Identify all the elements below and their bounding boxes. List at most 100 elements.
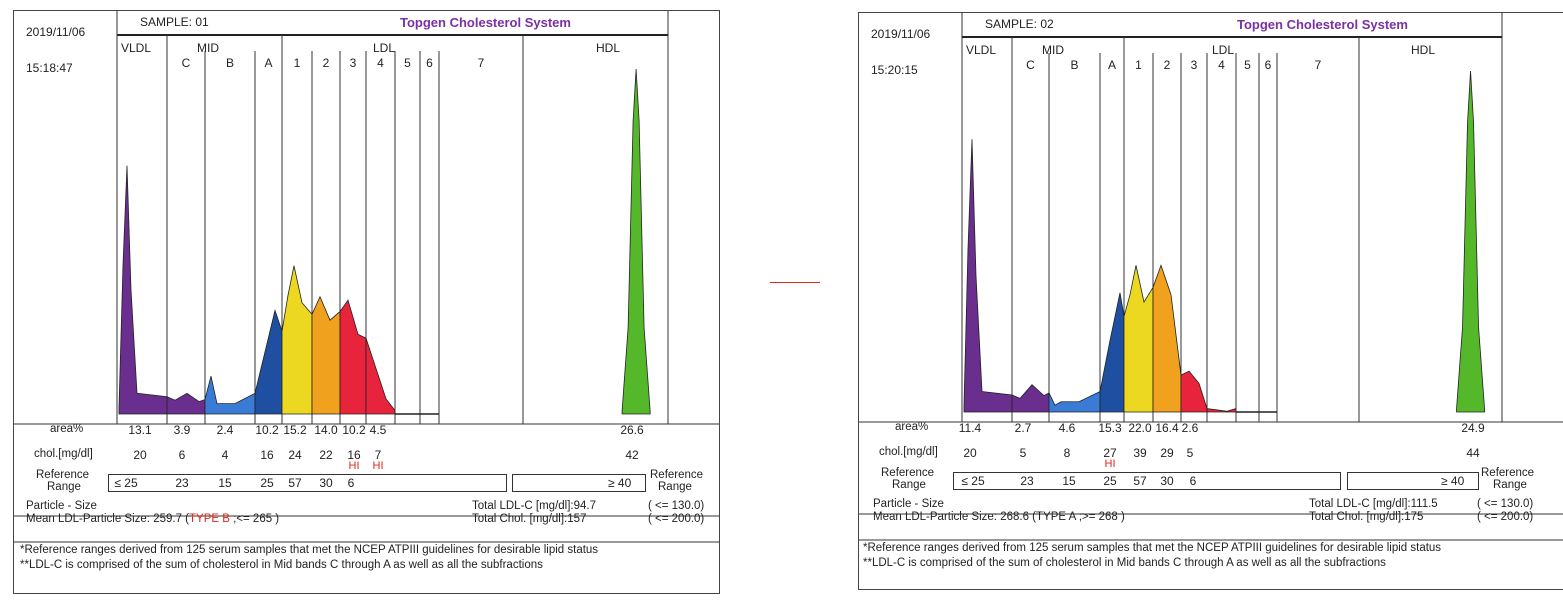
reference-value: 30 [319, 476, 333, 490]
reference-hdl-value: ≥ 40 [608, 476, 632, 490]
band-header-hdl: HDL [1411, 43, 1436, 57]
mid-b-peak [1048, 390, 1101, 413]
sub-band-label: A [1108, 58, 1116, 72]
mean-ldl-particle-size: Mean LDL-Particle Size: 268.6 (TYPE A ;>… [873, 511, 1125, 523]
total-ldl-label: Total LDL-C [mg/dl]: [472, 500, 574, 512]
sub-band-label: C [1026, 58, 1035, 72]
vldl-peak [118, 165, 168, 415]
total-ldl-range: ( <= 130.0) [1477, 498, 1534, 510]
sample-label: SAMPLE: 01 [140, 15, 209, 29]
mid-b-peak [204, 375, 256, 415]
reference-value: 57 [288, 476, 302, 490]
reference-value: 23 [1020, 474, 1034, 488]
chol-row-label: chol.[mg/dl] [34, 448, 93, 460]
area-value: 3.9 [173, 423, 191, 437]
reference-label-right: Reference [650, 469, 704, 481]
report-date: 2019/11/06 [26, 25, 86, 39]
area-value: 13.1 [128, 423, 152, 437]
area-value: 10.2 [255, 423, 279, 437]
total-ldl-label: Total LDL-C [mg/dl]: [1309, 498, 1411, 510]
band-header-ldl: LDL [373, 41, 396, 55]
area-value: 14.0 [314, 423, 338, 437]
report-time: 15:18:47 [26, 61, 73, 75]
particle-size-label: Particle - Size [873, 498, 944, 510]
area-value: 16.4 [1155, 421, 1179, 435]
sub-band-label: 3 [350, 56, 357, 70]
area-value: 2.6 [1181, 421, 1199, 435]
area-value: 2.4 [216, 423, 234, 437]
band-header-mid: MID [197, 41, 219, 55]
area-value: 26.6 [620, 423, 644, 437]
mid-a-peak [254, 309, 283, 415]
chol-value: 39 [1133, 446, 1147, 460]
mean-ldl-text: Mean LDL-Particle Size: 259.7 ( [26, 513, 189, 525]
sub-band-label: B [226, 56, 234, 70]
reference-label-left: Reference [36, 469, 90, 481]
footnote-2: **LDL-C is comprised of the sum of chole… [20, 559, 543, 571]
sub-band-label: 4 [1218, 58, 1225, 72]
chol-value: 5 [1186, 446, 1194, 460]
area-value: 22.0 [1128, 421, 1152, 435]
mid-c-peak [1011, 384, 1050, 413]
total-chol-value: 175 [1404, 511, 1424, 523]
chol-value: 4 [221, 448, 229, 462]
sub-band-label: 2 [323, 56, 330, 70]
mid-c-peak [166, 392, 206, 415]
range-label-left: Range [47, 481, 81, 493]
range-label-left: Range [892, 479, 926, 491]
sub-band-label: 5 [1244, 58, 1251, 72]
area-row-label: area% [50, 423, 84, 435]
sub-band-label: C [182, 56, 191, 70]
footnote-2: **LDL-C is comprised of the sum of chole… [863, 557, 1386, 569]
mean-ldl-particle-size: Mean LDL-Particle Size: 259.7 (TYPE B ;<… [26, 513, 279, 525]
chol-value: 22 [319, 448, 333, 462]
reference-value: 6 [347, 476, 355, 490]
system-title: Topgen Cholesterol System [1237, 17, 1408, 32]
total-chol-value: 157 [567, 513, 587, 525]
chol-value: 5 [1019, 446, 1027, 460]
sub-band-label: 4 [377, 56, 384, 70]
total-chol-label: Total Chol. [mg/dl]: [472, 513, 568, 525]
type-b-flag: TYPE B [189, 513, 230, 525]
range-label-right: Range [1493, 479, 1527, 491]
band-header-vldl: VLDL [121, 41, 152, 55]
mid-a-peak [1099, 292, 1125, 413]
area-value: 15.3 [1098, 421, 1122, 435]
band-header-mid: MID [1042, 43, 1064, 57]
reference-value: 15 [1062, 474, 1076, 488]
sample-label: SAMPLE: 02 [985, 17, 1054, 31]
ldl-2-peak [1152, 264, 1182, 413]
particle-size-label: Particle - Size [26, 500, 97, 512]
total-ldl-c: Total LDL-C [mg/dl]:111.5 [1309, 498, 1438, 510]
sub-band-label: B [1070, 58, 1078, 72]
chol-value: 6 [178, 448, 186, 462]
reference-value: 30 [1160, 474, 1174, 488]
chol-value: 16 [260, 448, 274, 462]
sub-band-label: 7 [478, 56, 485, 70]
total-ldl-value: 94.7 [573, 500, 597, 512]
reference-label-right: Reference [1481, 467, 1535, 479]
reference-value: ≤ 25 [114, 476, 138, 490]
reference-value: 25 [260, 476, 274, 490]
sub-band-label: 1 [294, 56, 301, 70]
reference-value: ≤ 25 [961, 474, 985, 488]
report-time: 15:20:15 [871, 63, 918, 77]
ldl-2-peak [311, 295, 341, 415]
reference-value: 23 [175, 476, 189, 490]
system-title: Topgen Cholesterol System [400, 15, 571, 30]
footnote-1: *Reference ranges derived from 125 serum… [20, 544, 599, 556]
hdl-peak [1456, 70, 1485, 413]
reference-range-box-hdl [512, 474, 646, 492]
sub-band-label: 5 [404, 56, 411, 70]
sub-band-label: 2 [1164, 58, 1171, 72]
ldl-3-peak [339, 299, 367, 415]
sub-band-label: 3 [1191, 58, 1198, 72]
band-header-vldl: VLDL [966, 43, 997, 57]
total-ldl-c: Total LDL-C [mg/dl]:94.7 [472, 500, 596, 512]
area-value: 10.2 [342, 423, 366, 437]
panel-divider-mark [770, 282, 820, 283]
sub-band-label: A [264, 56, 272, 70]
